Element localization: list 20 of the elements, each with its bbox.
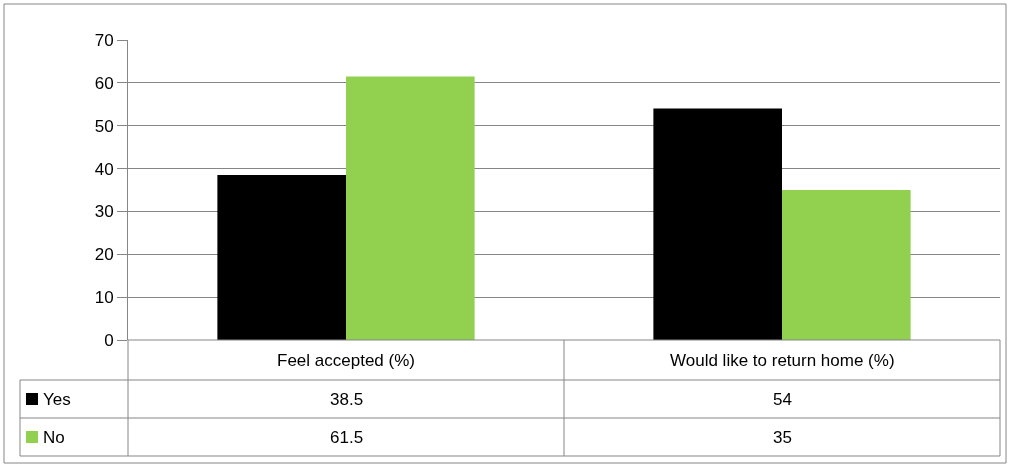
bar (653, 108, 782, 340)
x-tick-label: Would like to return home (%) (670, 351, 895, 370)
bar (217, 175, 346, 340)
x-tick-label: Feel accepted (%) (277, 351, 415, 370)
data-label: 54 (773, 390, 792, 409)
bar (782, 190, 911, 340)
data-label: 38.5 (330, 390, 364, 409)
data-label: 61.5 (330, 428, 364, 447)
y-tick-label: 50 (94, 116, 114, 136)
y-tick-label: 60 (94, 73, 114, 93)
y-tick-label: 0 (104, 330, 114, 350)
y-tick-label: 20 (94, 245, 114, 265)
bar (346, 76, 475, 340)
y-tick-label: 10 (94, 288, 114, 308)
y-tick-label: 30 (94, 202, 114, 222)
legend-label: Yes (43, 390, 71, 409)
y-tick-label: 40 (94, 159, 114, 179)
y-tick-label: 70 (94, 30, 114, 50)
data-label: 35 (773, 428, 792, 447)
legend-label: No (43, 428, 65, 447)
